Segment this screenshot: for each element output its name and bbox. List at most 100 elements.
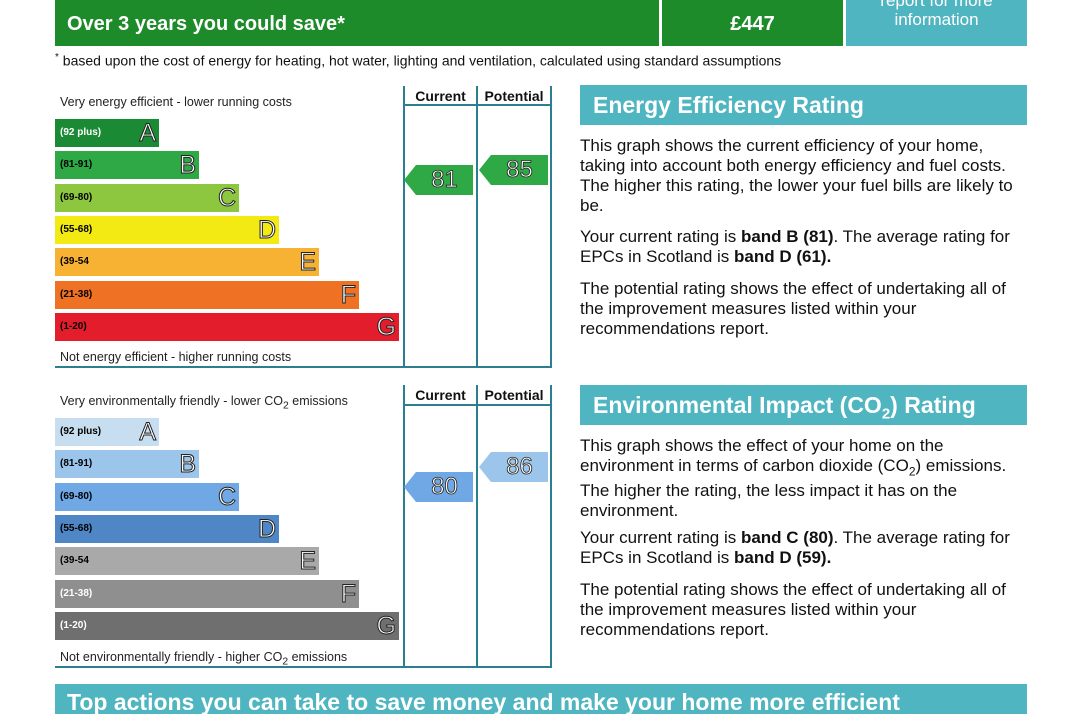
env-para-1: This graph shows the effect of your home… bbox=[580, 436, 1030, 521]
band-range: (1-20) bbox=[60, 619, 87, 631]
env-bottom-caption-post: emissions bbox=[288, 650, 348, 664]
env-potential-value: 86 bbox=[491, 452, 548, 482]
band-letter: C bbox=[217, 482, 236, 511]
energy-average-band: band D (61). bbox=[734, 247, 832, 266]
env-para-1a: This graph shows the effect of your home… bbox=[580, 436, 944, 475]
env-current-arrow-tip bbox=[404, 472, 416, 502]
top-actions-text: Top actions you can take to save money a… bbox=[67, 689, 900, 714]
env-top-caption: Very environmentally friendly - lower CO… bbox=[60, 394, 348, 412]
band-letter: A bbox=[139, 119, 157, 148]
report-link[interactable]: report for more information bbox=[846, 0, 1027, 46]
env-bottom-caption-sub: 2 bbox=[282, 656, 289, 668]
band-letter: D bbox=[257, 215, 276, 244]
band-range: (69-80) bbox=[60, 191, 93, 203]
env-current-band: band C (80) bbox=[740, 528, 834, 547]
energy-current-value: 81 bbox=[416, 165, 473, 195]
energy-para-1: This graph shows the current efficiency … bbox=[580, 136, 1013, 215]
energy-band-c: (69-80) C bbox=[55, 183, 239, 212]
env-bottom-caption-pre: Not environmentally friendly - higher CO bbox=[60, 650, 283, 664]
energy-col-potential: Potential bbox=[484, 88, 544, 104]
energy-current-band: band B (81) bbox=[740, 227, 834, 246]
env-para-2: Your current rating is band C (80). The … bbox=[580, 528, 1030, 568]
env-col-current: Current bbox=[415, 387, 466, 403]
env-para-2c: . The average rating for EPCs in Scotlan… bbox=[580, 528, 1010, 567]
env-potential-arrow: 86 bbox=[479, 452, 548, 482]
energy-band-f: (21-38) F bbox=[55, 280, 359, 309]
energy-frame-line bbox=[55, 366, 552, 368]
env-band-d: (55-68) D bbox=[55, 514, 279, 543]
energy-potential-value: 85 bbox=[491, 155, 548, 185]
env-para-1b: ) emissions. The higher the rating, the … bbox=[580, 456, 1007, 521]
energy-current-arrow: 81 bbox=[404, 165, 473, 195]
band-range: (92 plus) bbox=[60, 127, 102, 138]
energy-frame-line bbox=[403, 86, 405, 368]
env-frame-line bbox=[476, 385, 478, 668]
energy-band-a: (92 plus) A bbox=[55, 119, 159, 148]
env-para-1-sub: 2 bbox=[908, 464, 916, 479]
env-para-2a: Your current rating is bbox=[580, 528, 741, 547]
band-letter: B bbox=[179, 151, 197, 180]
env-bottom-caption: Not environmentally friendly - higher CO… bbox=[60, 650, 347, 668]
energy-potential-arrow-tip bbox=[479, 155, 491, 185]
energy-bottom-caption: Not energy efficient - higher running co… bbox=[60, 350, 292, 364]
savings-label: Over 3 years you could save* bbox=[55, 0, 659, 46]
band-letter: G bbox=[376, 312, 396, 341]
footnote: * based upon the cost of energy for heat… bbox=[55, 52, 781, 69]
env-frame-line bbox=[55, 666, 552, 668]
env-potential-arrow-tip bbox=[479, 452, 491, 482]
env-top-caption-post: emissions bbox=[288, 394, 348, 408]
band-letter: E bbox=[299, 547, 317, 576]
band-range: (92 plus) bbox=[60, 426, 102, 437]
env-title-sub: 2 bbox=[881, 405, 891, 423]
asterisk: * bbox=[55, 52, 59, 63]
env-top-caption-sub: 2 bbox=[283, 400, 289, 412]
band-letter: E bbox=[299, 248, 317, 277]
energy-frame-line bbox=[476, 86, 478, 368]
env-current-value: 80 bbox=[416, 472, 473, 502]
env-band-b: (81-91) B bbox=[55, 450, 199, 479]
energy-para-2: Your current rating is band B (81). The … bbox=[580, 227, 1030, 267]
report-link-line2: information bbox=[894, 10, 979, 29]
env-section-title: Environmental Impact (CO2) Rating bbox=[580, 385, 1027, 425]
band-range: (55-68) bbox=[60, 522, 93, 534]
energy-para-2a: Your current rating is bbox=[580, 227, 741, 246]
band-letter: D bbox=[257, 514, 276, 543]
band-range: (21-38) bbox=[60, 587, 93, 599]
band-letter: F bbox=[340, 280, 356, 309]
env-title-post: ) Rating bbox=[890, 392, 976, 418]
env-band-e: (39-54 E bbox=[55, 547, 319, 576]
energy-col-current: Current bbox=[415, 88, 466, 104]
band-range: (21-38) bbox=[60, 288, 93, 300]
energy-band-e: (39-54 E bbox=[55, 248, 319, 277]
energy-current-arrow-tip bbox=[404, 165, 416, 195]
env-title-pre: Environmental Impact (CO bbox=[593, 392, 882, 418]
env-band-f: (21-38) F bbox=[55, 579, 359, 608]
energy-frame-line bbox=[403, 104, 552, 106]
energy-para-2c: . The average rating for EPCs in Scotlan… bbox=[580, 227, 1010, 266]
env-band-c: (69-80) C bbox=[55, 482, 239, 511]
energy-potential-arrow: 85 bbox=[479, 155, 548, 185]
env-band-a: (92 plus) A bbox=[55, 418, 159, 447]
energy-top-caption: Very energy efficient - lower running co… bbox=[60, 95, 292, 109]
env-frame-line bbox=[403, 385, 405, 668]
band-letter: G bbox=[376, 611, 396, 640]
report-link-line1: report for more bbox=[880, 0, 993, 10]
energy-band-g: (1-20) G bbox=[55, 312, 399, 341]
savings-value: £447 bbox=[662, 0, 843, 46]
env-band-g: (1-20) G bbox=[55, 611, 399, 640]
band-letter: F bbox=[340, 579, 356, 608]
footnote-text: based upon the cost of energy for heatin… bbox=[62, 52, 782, 69]
energy-band-b: (81-91) B bbox=[55, 151, 199, 180]
band-range: (55-68) bbox=[60, 223, 93, 235]
band-range: (1-20) bbox=[60, 320, 87, 332]
energy-section-title: Energy Efficiency Rating bbox=[580, 85, 1027, 125]
env-col-potential: Potential bbox=[484, 387, 544, 403]
band-letter: B bbox=[179, 450, 197, 479]
energy-frame-line bbox=[550, 86, 552, 368]
band-range: (39-54 bbox=[60, 256, 89, 268]
top-actions-heading: Top actions you can take to save money a… bbox=[55, 684, 1027, 714]
env-para-3: The potential rating shows the effect of… bbox=[580, 580, 1006, 639]
energy-para-3: The potential rating shows the effect of… bbox=[580, 279, 1006, 338]
band-range: (69-80) bbox=[60, 490, 93, 502]
band-letter: A bbox=[139, 418, 157, 447]
